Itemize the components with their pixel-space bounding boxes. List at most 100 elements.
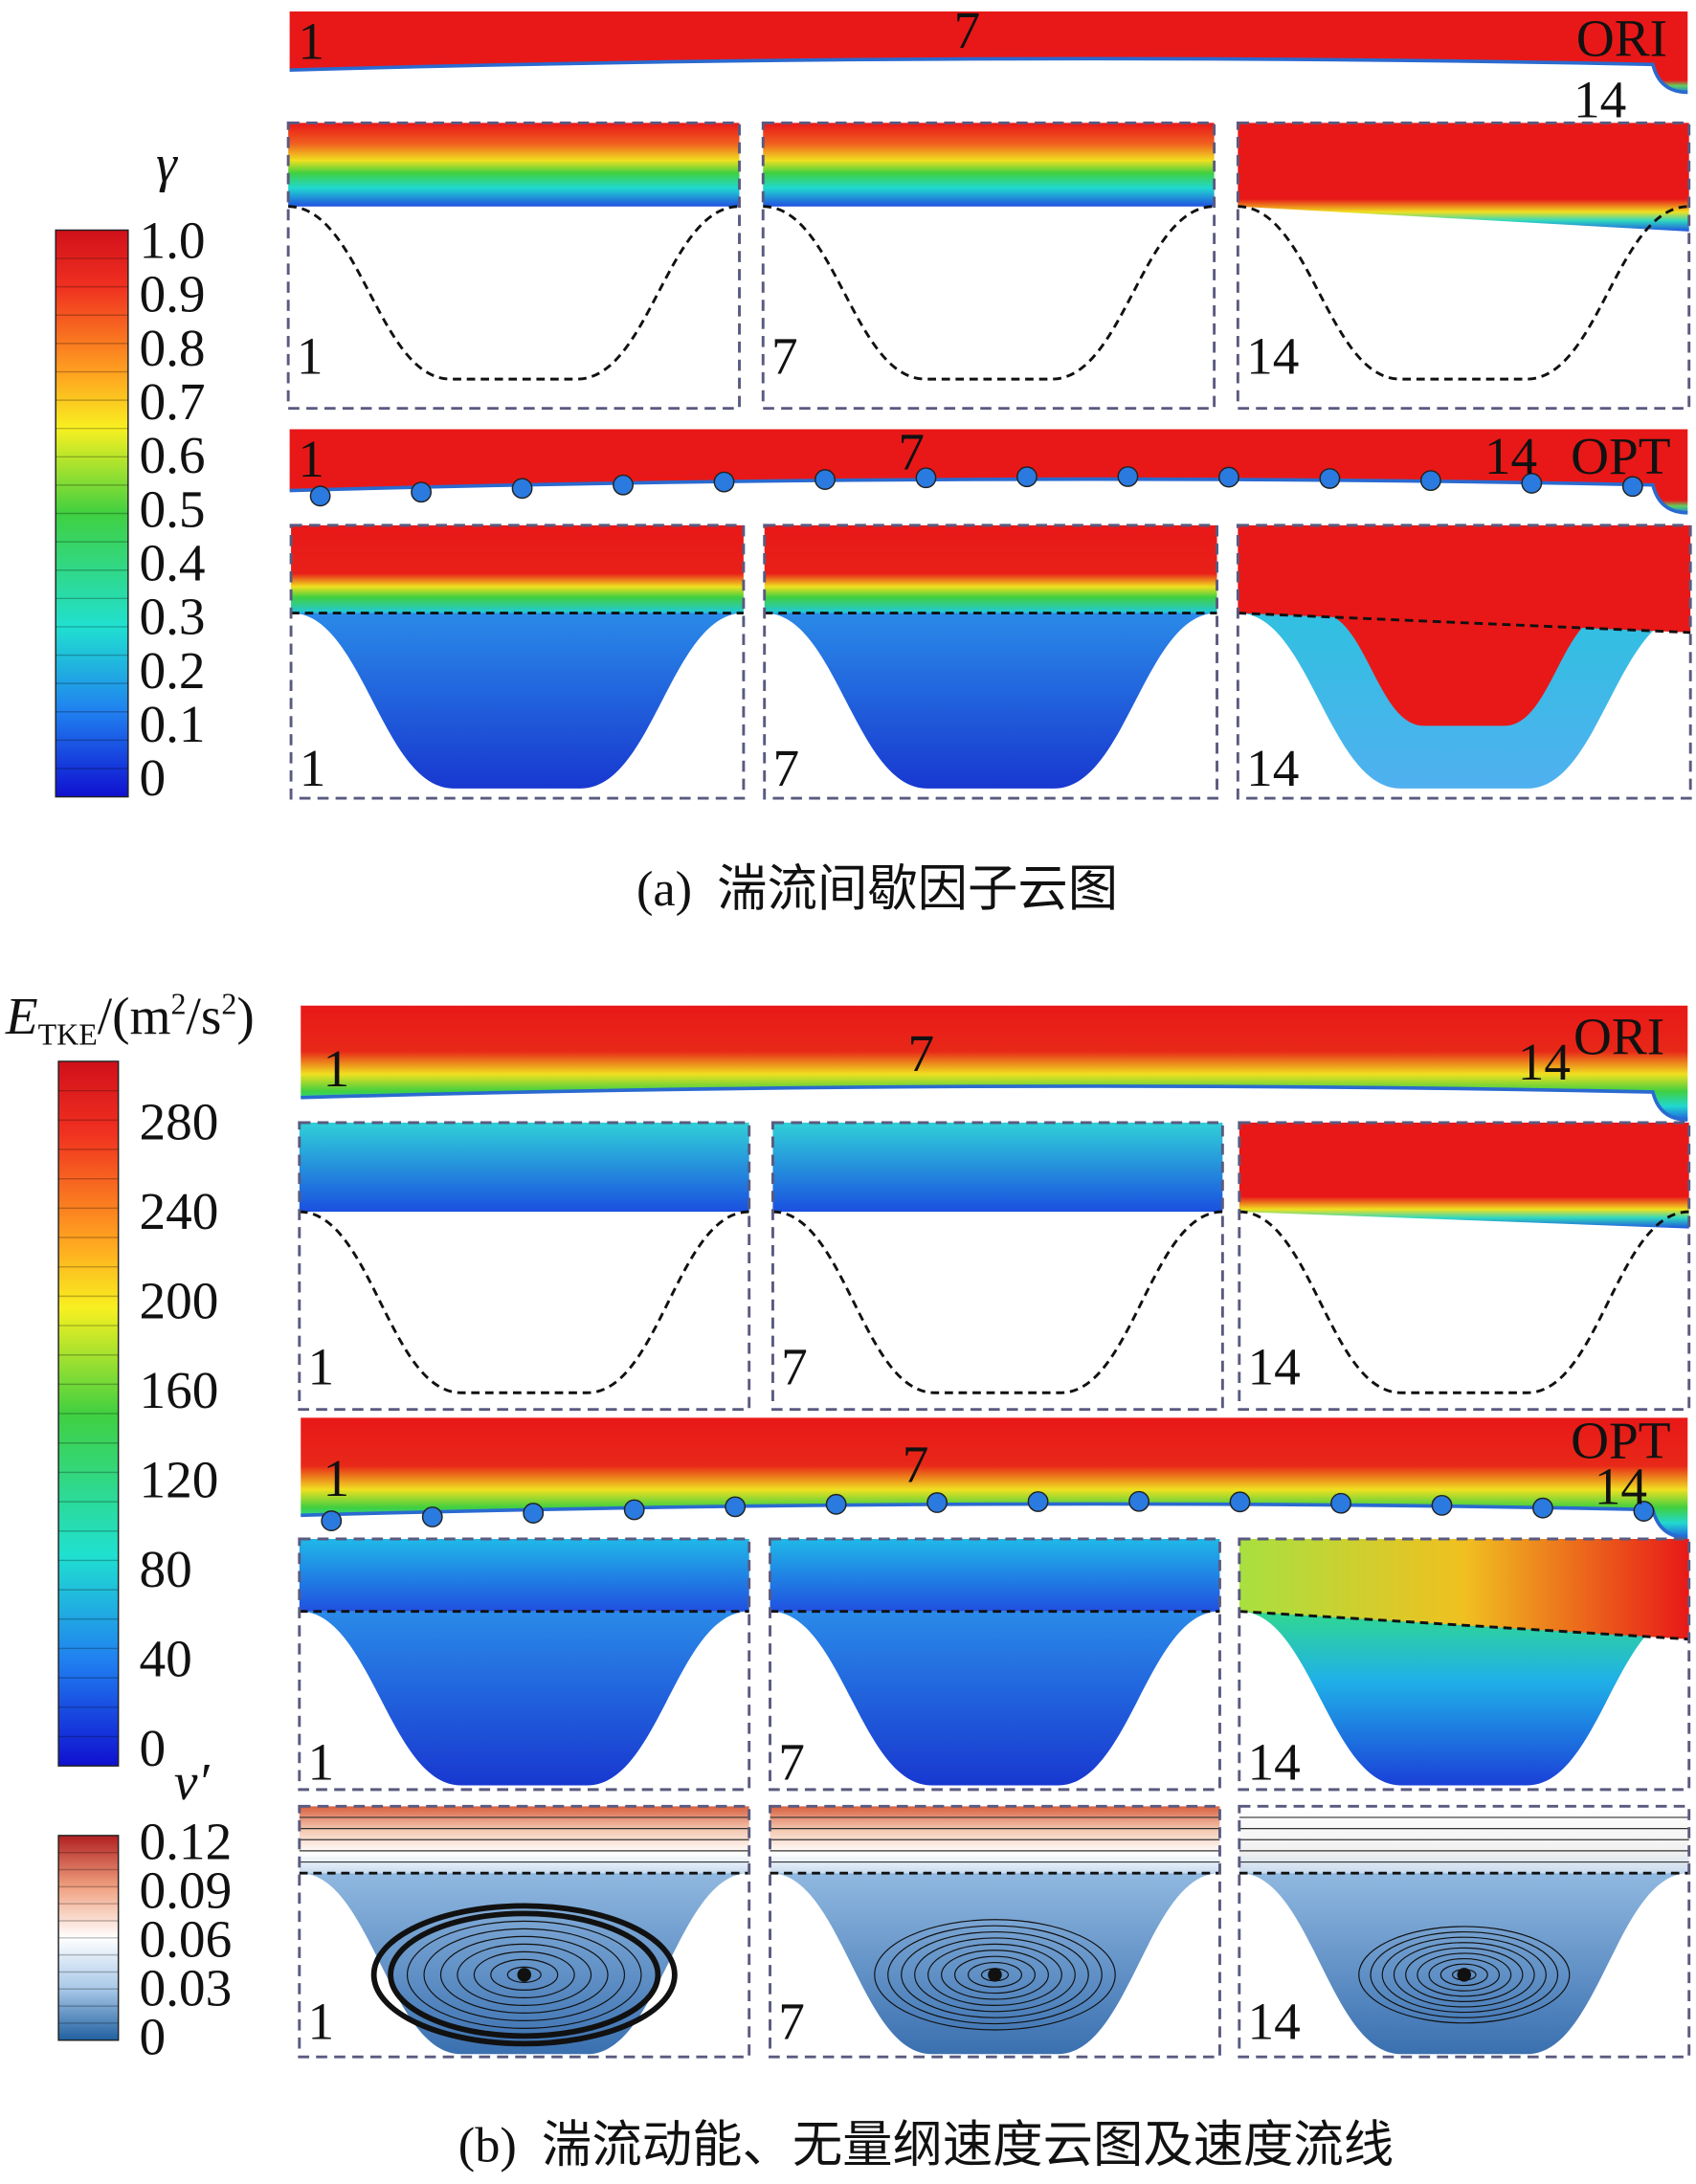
- colorbar-tick-label: 0.09: [139, 1861, 232, 1920]
- streamline: [1381, 1936, 1547, 2014]
- zoom-label: 14: [1246, 739, 1299, 797]
- dimple: [1117, 466, 1139, 487]
- dimple: [1521, 473, 1543, 494]
- zoom-box: [289, 524, 746, 800]
- zoom-box: [1238, 1121, 1691, 1412]
- cavity: [291, 613, 744, 789]
- zoom-box: [298, 1121, 751, 1412]
- colorbar-tick-label: 0.2: [139, 641, 205, 700]
- strip-label: ORI: [1576, 10, 1667, 68]
- caption: (a) 湍流间歇因子云图: [636, 861, 1118, 917]
- zoom-box: [769, 1804, 1221, 2059]
- dimple: [421, 1506, 443, 1527]
- blade-strip: [301, 1005, 1688, 1121]
- strip-label: ORI: [1573, 1008, 1664, 1066]
- zoom-label: 1: [308, 1733, 335, 1792]
- colorbar-tick-label: 0.9: [139, 265, 205, 323]
- vortex-core: [517, 1968, 532, 1982]
- zoom-box: [286, 121, 741, 411]
- streamline: [1439, 1963, 1488, 1987]
- dimple: [613, 474, 634, 496]
- dimple: [713, 471, 735, 493]
- colorbar-tick-label: 1.0: [139, 212, 205, 270]
- zoom-box: [769, 1537, 1221, 1792]
- dimple: [411, 481, 433, 503]
- cavity-core: [1319, 613, 1610, 726]
- streamline: [506, 1966, 542, 1983]
- colorbar: [57, 1060, 120, 1767]
- cavity: [764, 613, 1217, 789]
- dimple: [1532, 1497, 1553, 1519]
- strip-label: 14: [1518, 1033, 1571, 1091]
- interface: [299, 1210, 749, 1394]
- colorbar-title: v′: [174, 1752, 211, 1811]
- colorbar-tick-label: 0.5: [139, 479, 205, 538]
- streamline: [887, 1925, 1103, 2025]
- interface: [763, 205, 1215, 381]
- dimple: [725, 1496, 747, 1518]
- zoom-label: 14: [1248, 1733, 1301, 1792]
- cavity: [1239, 1611, 1689, 1786]
- interface: [1238, 612, 1691, 635]
- cavity: [299, 1611, 749, 1786]
- zoom-label: 1: [308, 1992, 335, 2050]
- interface: [1238, 205, 1689, 381]
- unit: /s: [187, 987, 222, 1045]
- colorbar-tick-label: 280: [139, 1092, 218, 1150]
- dimple: [915, 467, 937, 489]
- colorbar-tick-label: 0: [139, 2007, 166, 2065]
- dimple: [1633, 1501, 1655, 1522]
- dimple: [1431, 1494, 1453, 1516]
- blade-strip: [289, 429, 1688, 513]
- cavity: [299, 1873, 749, 2055]
- streamline: [1417, 1952, 1512, 1997]
- dimple: [815, 469, 836, 490]
- flow-region: [1238, 524, 1691, 633]
- zoom-label: 7: [772, 739, 799, 797]
- colorbar-tick-label: 240: [139, 1182, 218, 1240]
- flow-region: [772, 1123, 1223, 1213]
- streamline: [941, 1950, 1049, 2000]
- dimple: [321, 1510, 343, 1532]
- streamline: [1393, 1942, 1535, 2008]
- flow-region: [288, 123, 740, 207]
- colorbar: [55, 229, 129, 798]
- zoom-label: 14: [1246, 326, 1299, 385]
- strip-label: 14: [1573, 71, 1626, 129]
- dimple: [1419, 470, 1441, 492]
- colorbar-tick-label: 0: [139, 748, 166, 807]
- dimple: [926, 1492, 948, 1513]
- streamline: [439, 1935, 609, 2014]
- streamline: [954, 1955, 1036, 1995]
- cavity: [770, 1873, 1220, 2055]
- strip-label: 7: [898, 423, 925, 481]
- zoom-label: 1: [308, 1338, 335, 1396]
- colorbar-tick-label: 200: [139, 1272, 218, 1330]
- zoom-label: 14: [1248, 1992, 1301, 2050]
- colorbar-tick-label: 0.3: [139, 588, 205, 646]
- strip-label: 1: [324, 1449, 350, 1507]
- colorbar-title: ETKE/(m2/s2): [5, 987, 255, 1052]
- streamline: [406, 1920, 642, 2029]
- unit: ): [236, 987, 254, 1045]
- colorbar-tick-label: 0.4: [139, 533, 205, 591]
- zoom-box: [761, 121, 1216, 411]
- colorbar-tick-label: 0: [139, 1719, 166, 1777]
- vortex-core: [988, 1968, 1002, 1982]
- zoom-label: 7: [778, 1733, 805, 1792]
- zoom-label: 1: [297, 326, 324, 385]
- colorbar-tick-label: 40: [139, 1630, 191, 1688]
- blade-strip: [289, 11, 1688, 93]
- zoom-label: 1: [300, 739, 326, 797]
- streamline: [457, 1943, 592, 2006]
- flow-region: [1239, 1123, 1689, 1229]
- dimple: [309, 485, 331, 507]
- flow-region: [763, 123, 1215, 207]
- colorbar-tick-label: 0.7: [139, 372, 205, 431]
- streamline: [1370, 1930, 1559, 2018]
- colorbar-tick-label: 0.06: [139, 1909, 232, 1968]
- streamline: [490, 1958, 559, 1991]
- flow-region: [291, 524, 744, 613]
- dimple: [623, 1499, 645, 1521]
- streamline: [1358, 1926, 1571, 2024]
